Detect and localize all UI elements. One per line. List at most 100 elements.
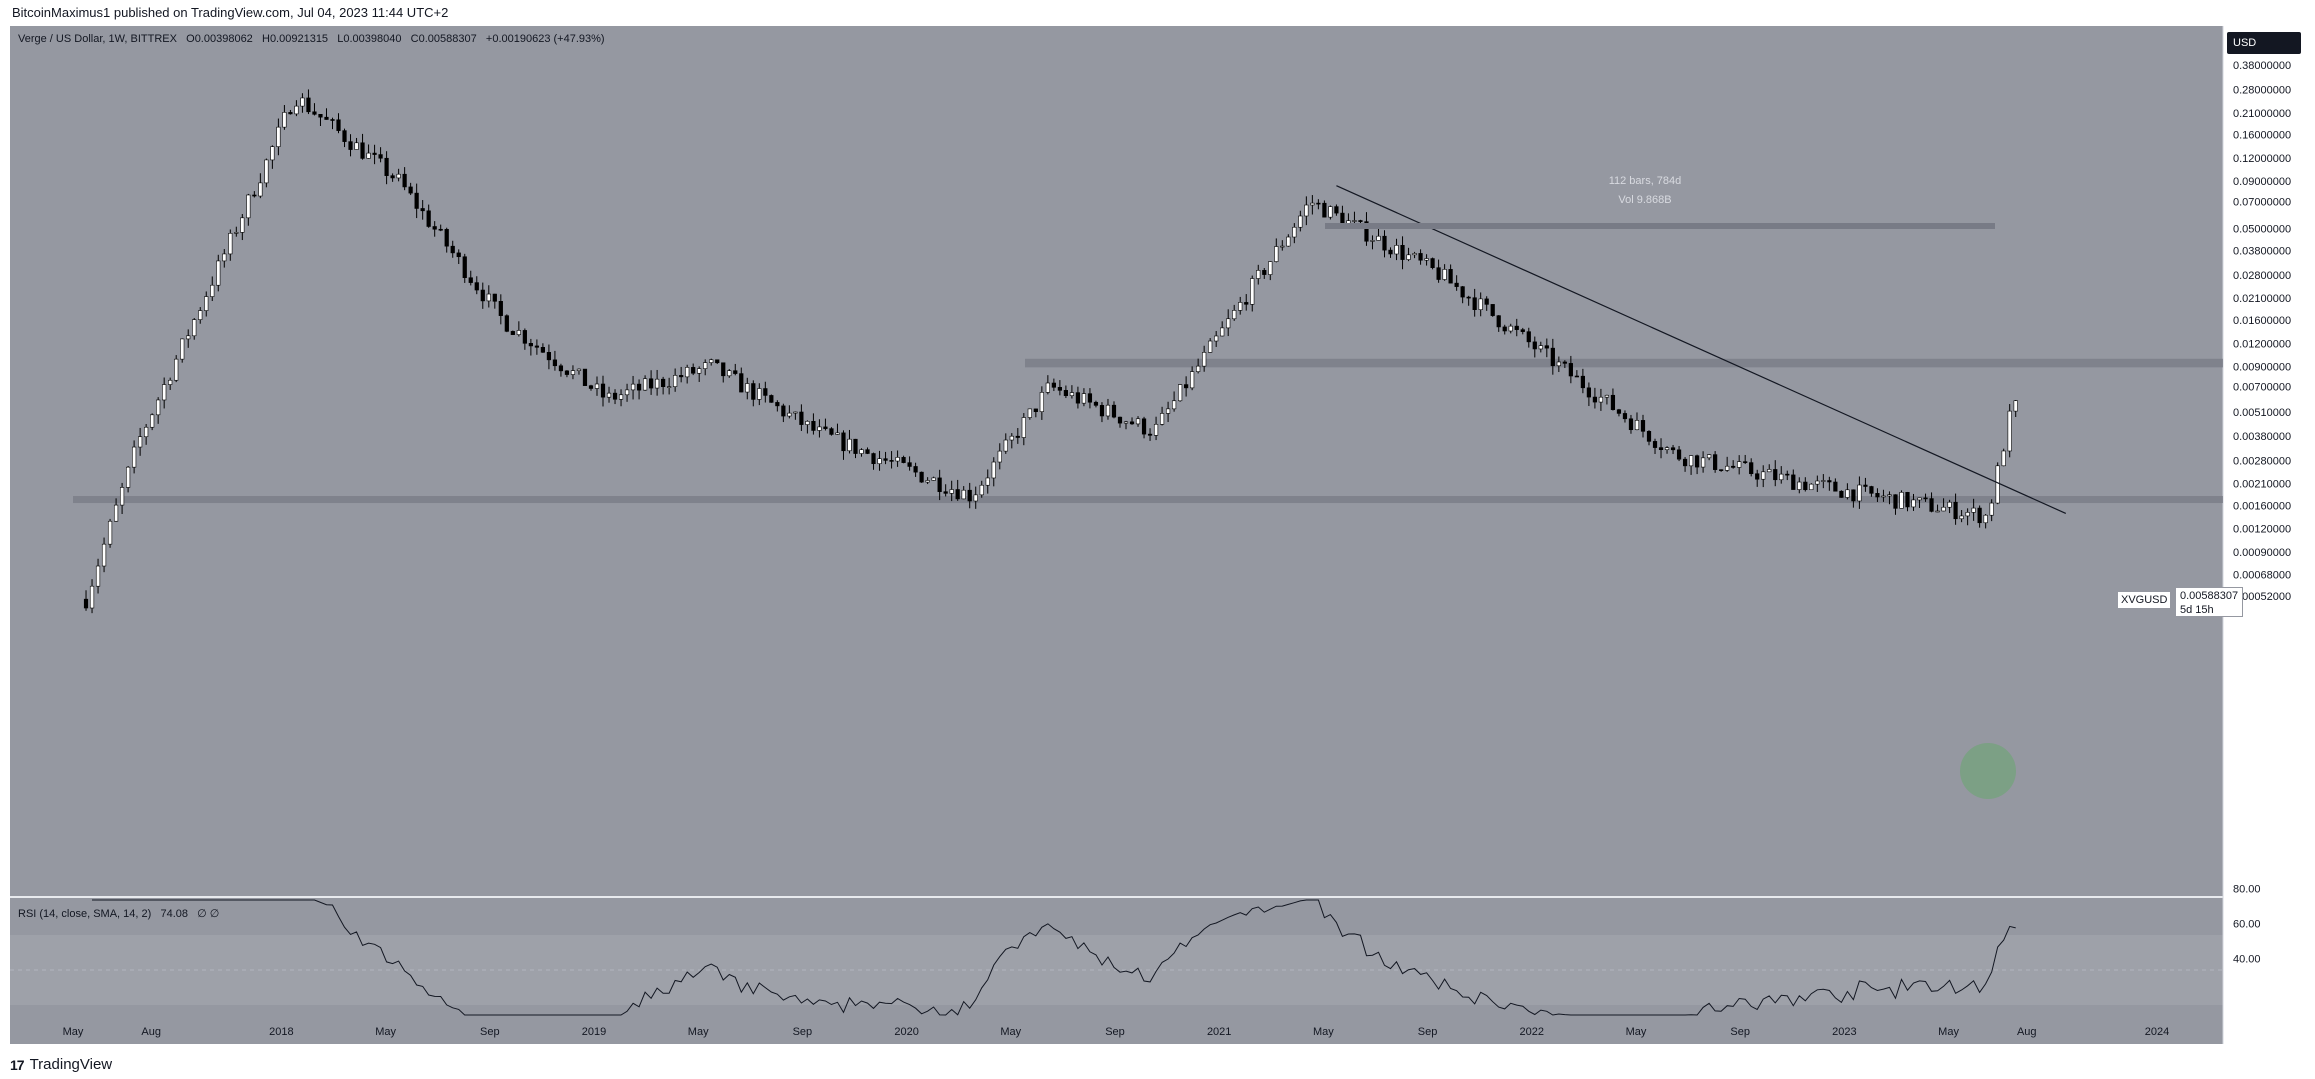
candle-down [1063,390,1068,396]
candle-down [1490,304,1495,316]
candle-down [1141,418,1147,435]
price-tick-label: 0.00210000 [2233,479,2291,491]
candle-down [661,378,666,388]
candle-up [2001,450,2006,467]
price-tick-label: 0.03800000 [2233,245,2291,257]
candle-down [1262,270,1267,275]
candle-up [1232,310,1237,320]
candle-down [1893,494,1898,509]
candle-down [1749,462,1754,475]
candle-up [835,432,840,435]
legend-h: 0.00921315 [269,33,329,45]
candle-down [1117,416,1123,424]
rsi-tick-label: 40.00 [2233,954,2261,966]
candle-down [811,421,816,431]
tradingview-logo[interactable]: 17 TradingView [10,1056,112,1073]
time-tick-label: 2022 [1520,1026,1544,1038]
candle-down [691,367,696,374]
legend-o: 0.00398062 [194,33,253,45]
zones-group [73,358,2223,504]
candle-up [949,489,954,494]
measure-bars: 112 bars, 784d [1608,175,1682,187]
candle-down [510,331,515,335]
price-axis-bg[interactable] [2223,26,2315,1044]
candle-up [138,436,143,448]
price-tick-label: 0.01200000 [2233,338,2291,350]
candle-down [1057,387,1062,391]
rsi-tick-label: 60.00 [2233,919,2261,931]
candle-down [1520,329,1525,332]
candle-up [1081,393,1087,404]
candle-down [588,385,594,389]
candle-down [1869,486,1874,494]
time-tick-label: May [1000,1026,1021,1038]
candle-down [426,210,431,227]
candle-down [1616,409,1622,414]
candle-up [1881,495,1886,498]
candle-down [1111,404,1117,418]
candle-down [901,457,906,463]
candle-down [1670,447,1676,451]
candle-up [107,520,113,545]
price-tick-label: 0.00510000 [2233,407,2291,419]
candle-down [288,112,293,115]
candles-group [83,89,2018,614]
candle-down [414,192,419,209]
candle-down [1610,394,1616,410]
candle-up [119,487,125,506]
candle-down [492,293,497,302]
legend-l: 0.00398040 [343,33,402,45]
candle-up [1556,361,1561,367]
price-tick-label: 0.00700000 [2233,382,2291,394]
candle-down [420,208,425,212]
time-tick-label: May [1938,1026,1959,1038]
candle-up [877,458,882,465]
candle-up [186,335,191,340]
candle-up [1220,327,1225,337]
candle-up [1478,298,1483,310]
candle-up [624,389,630,396]
price-pane[interactable] [10,26,2223,896]
candle-down [763,388,768,396]
candle-down [402,173,407,188]
candle-down [769,395,774,403]
candle-down [1430,258,1435,268]
candle-down [943,491,948,494]
candle-down [1863,484,1868,487]
candle-down [871,453,876,465]
candle-down [462,256,467,279]
currency-badge[interactable]: USD [2227,32,2301,54]
candle-up [895,457,900,462]
rsi-legend-value: 74.08 [160,908,188,920]
candle-up [1274,246,1279,262]
candle-up [979,484,984,496]
candle-down [636,383,642,391]
candle-down [799,411,804,425]
candle-up [1069,392,1075,396]
candle-up [1376,235,1381,241]
candle-down [1550,347,1555,367]
candle-up [667,386,672,388]
candle-down [1676,449,1682,460]
candle-up [228,233,233,255]
candle-down [83,598,89,609]
candle-up [1250,278,1255,305]
candle-up [174,358,179,381]
candle-down [582,368,588,386]
price-tick-label: 0.02800000 [2233,270,2291,282]
candle-up [787,412,792,417]
candle-up [709,359,714,363]
candle-up [1159,413,1165,425]
candle-up [1304,204,1309,217]
candle-down [841,432,846,452]
candle-up [805,421,810,425]
candle-down [558,365,564,372]
rsi-legend-extra: ∅ ∅ [197,908,220,920]
candle-down [1586,387,1591,398]
price-tick-label: 0.00160000 [2233,501,2291,513]
candle-up [642,378,648,391]
candle-down [474,282,479,291]
candle-down [1244,302,1249,305]
price-tick-label: 0.00120000 [2233,524,2291,536]
